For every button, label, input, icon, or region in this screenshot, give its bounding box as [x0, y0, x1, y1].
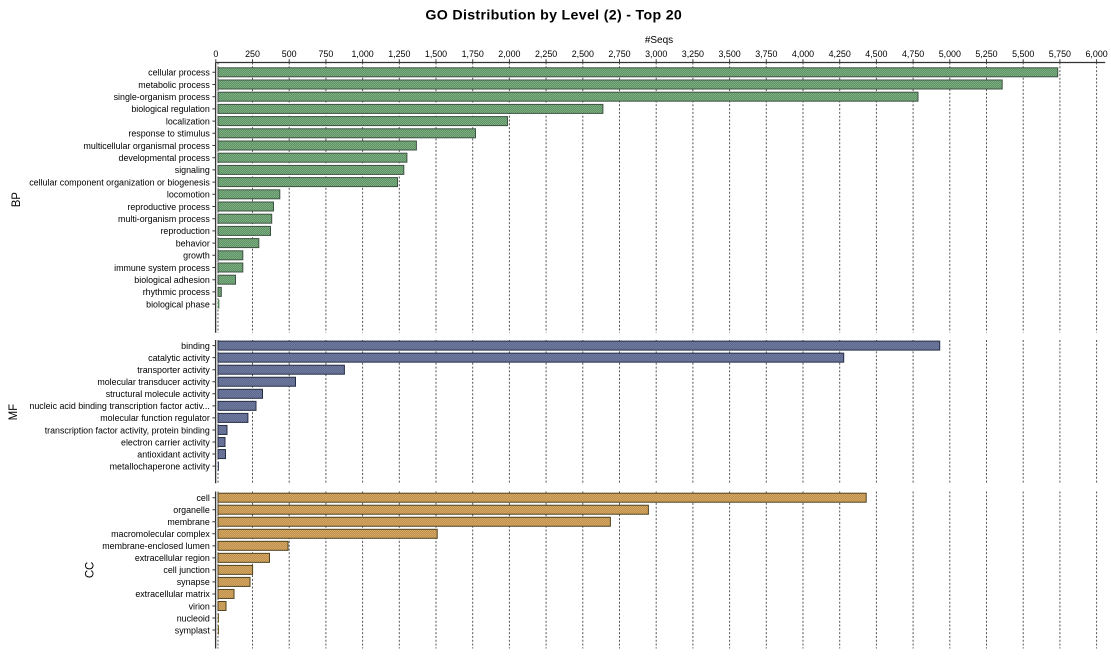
svg-text:developmental process: developmental process	[119, 153, 211, 163]
svg-text:5,750: 5,750	[1049, 49, 1071, 59]
svg-text:antioxidant activity: antioxidant activity	[137, 449, 210, 459]
svg-text:rhythmic process: rhythmic process	[143, 287, 211, 297]
svg-text:molecular transducer activity: molecular transducer activity	[97, 377, 210, 387]
svg-text:BP: BP	[11, 192, 23, 207]
svg-text:catalytic activity: catalytic activity	[148, 353, 210, 363]
svg-text:organelle: organelle	[173, 505, 210, 515]
svg-text:0: 0	[213, 49, 218, 59]
svg-text:structural molecule activity: structural molecule activity	[106, 389, 211, 399]
svg-text:reproductive process: reproductive process	[127, 202, 210, 212]
svg-text:4,500: 4,500	[865, 49, 887, 59]
svg-text:growth: growth	[183, 251, 210, 261]
svg-text:extracellular matrix: extracellular matrix	[135, 589, 210, 599]
svg-text:membrane: membrane	[167, 517, 209, 527]
svg-text:2,250: 2,250	[535, 49, 557, 59]
svg-text:500: 500	[282, 49, 297, 59]
svg-text:4,000: 4,000	[792, 49, 814, 59]
svg-text:4,750: 4,750	[902, 49, 924, 59]
svg-text:2,000: 2,000	[498, 49, 520, 59]
svg-text:localization: localization	[166, 116, 210, 126]
svg-text:CC: CC	[85, 562, 97, 578]
svg-text:6,000: 6,000	[1085, 49, 1107, 59]
svg-text:behavior: behavior	[176, 238, 210, 248]
svg-text:cell junction: cell junction	[163, 565, 209, 575]
svg-text:reproduction: reproduction	[160, 226, 209, 236]
svg-text:extracellular region: extracellular region	[135, 553, 210, 563]
svg-text:macromolecular complex: macromolecular complex	[111, 529, 210, 539]
svg-text:5,000: 5,000	[939, 49, 961, 59]
svg-text:5,500: 5,500	[1012, 49, 1034, 59]
svg-text:nucleoid: nucleoid	[177, 613, 210, 623]
svg-text:biological phase: biological phase	[146, 299, 210, 309]
svg-text:multicellular organismal proce: multicellular organismal process	[84, 141, 211, 151]
svg-text:4,250: 4,250	[829, 49, 851, 59]
svg-text:750: 750	[318, 49, 333, 59]
svg-text:5,250: 5,250	[975, 49, 997, 59]
svg-text:locomotion: locomotion	[167, 190, 210, 200]
svg-text:virion: virion	[189, 601, 210, 611]
svg-text:MF: MF	[8, 404, 20, 420]
svg-text:250: 250	[245, 49, 260, 59]
svg-text:metallochaperone activity: metallochaperone activity	[110, 461, 211, 471]
svg-text:2,750: 2,750	[608, 49, 630, 59]
svg-text:3,500: 3,500	[718, 49, 740, 59]
svg-text:GO Distribution by Level (2) -: GO Distribution by Level (2) - Top 20	[425, 8, 682, 24]
svg-text:cell: cell	[196, 493, 209, 503]
svg-text:1,500: 1,500	[425, 49, 447, 59]
svg-text:1,750: 1,750	[462, 49, 484, 59]
svg-text:metabolic process: metabolic process	[138, 80, 210, 90]
svg-text:transporter activity: transporter activity	[137, 365, 210, 375]
svg-text:3,750: 3,750	[755, 49, 777, 59]
svg-text:cellular component organizatio: cellular component organization or bioge…	[29, 177, 210, 187]
svg-text:symplast: symplast	[175, 625, 211, 635]
svg-text:electron carrier activity: electron carrier activity	[121, 437, 210, 447]
svg-text:molecular function regulator: molecular function regulator	[100, 413, 210, 423]
svg-text:2,500: 2,500	[572, 49, 594, 59]
svg-text:immune system process: immune system process	[114, 263, 210, 273]
svg-text:cellular process: cellular process	[148, 68, 210, 78]
svg-text:3,000: 3,000	[645, 49, 667, 59]
svg-text:1,250: 1,250	[388, 49, 410, 59]
svg-text:membrane-enclosed lumen: membrane-enclosed lumen	[102, 541, 210, 551]
svg-text:1,000: 1,000	[351, 49, 373, 59]
svg-text:nucleic acid binding transcrip: nucleic acid binding transcription facto…	[29, 401, 209, 411]
svg-text:signaling: signaling	[175, 165, 210, 175]
svg-text:biological adhesion: biological adhesion	[134, 275, 210, 285]
svg-text:3,250: 3,250	[682, 49, 704, 59]
svg-text:response to stimulus: response to stimulus	[128, 129, 210, 139]
svg-text:biological regulation: biological regulation	[131, 104, 210, 114]
svg-text:binding: binding	[181, 341, 210, 351]
svg-text:#Seqs: #Seqs	[645, 35, 673, 46]
svg-text:multi-organism process: multi-organism process	[118, 214, 210, 224]
svg-text:transcription factor activity,: transcription factor activity, protein b…	[45, 425, 210, 435]
svg-text:synapse: synapse	[177, 577, 210, 587]
svg-text:single-organism process: single-organism process	[114, 92, 211, 102]
